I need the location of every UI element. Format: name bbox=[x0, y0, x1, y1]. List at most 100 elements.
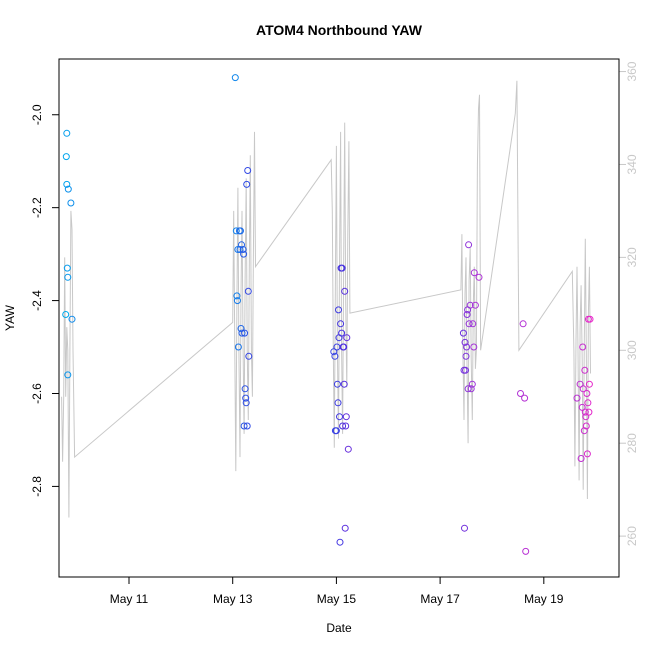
data-point bbox=[241, 329, 249, 337]
data-point bbox=[233, 292, 241, 300]
data-point bbox=[330, 348, 338, 356]
data-point bbox=[63, 129, 71, 137]
data-point bbox=[583, 390, 591, 397]
secondary-trace-layer bbox=[61, 80, 591, 518]
y2-tick-label: 300 bbox=[625, 340, 639, 360]
data-point bbox=[581, 366, 589, 374]
data-point bbox=[245, 352, 253, 360]
data-point bbox=[341, 524, 349, 532]
data-point bbox=[231, 74, 239, 82]
data-point bbox=[465, 320, 473, 328]
data-point bbox=[238, 329, 246, 337]
data-point bbox=[582, 422, 590, 430]
data-point bbox=[577, 455, 585, 462]
data-point bbox=[470, 269, 478, 277]
data-point bbox=[470, 343, 478, 351]
data-point bbox=[465, 241, 473, 249]
data-point bbox=[580, 427, 588, 435]
data-point bbox=[243, 180, 251, 188]
data-point bbox=[340, 343, 348, 351]
data-point bbox=[232, 227, 240, 235]
data-point bbox=[584, 399, 592, 407]
data-point bbox=[463, 343, 471, 351]
data-point bbox=[64, 185, 72, 193]
y2-tick-label: 340 bbox=[625, 154, 639, 174]
secondary-trace-line bbox=[61, 80, 591, 518]
data-point bbox=[333, 380, 341, 388]
data-point bbox=[343, 334, 351, 342]
data-point bbox=[461, 524, 468, 532]
data-point bbox=[237, 227, 244, 235]
data-point bbox=[64, 371, 72, 379]
data-point bbox=[583, 450, 591, 458]
data-point bbox=[63, 180, 71, 188]
y-tick-label: -2.2 bbox=[30, 197, 44, 218]
data-point bbox=[68, 315, 76, 323]
data-point bbox=[471, 301, 479, 309]
data-point bbox=[585, 380, 593, 388]
data-point bbox=[336, 538, 344, 546]
data-point bbox=[239, 246, 247, 253]
data-point bbox=[244, 167, 252, 174]
axes-layer: May 11 May 13 May 15 May 17 May 19 -2.0 -2.2 -2… bbox=[30, 61, 639, 606]
data-point bbox=[336, 413, 343, 421]
data-point bbox=[462, 352, 470, 360]
y2-tick-label: 320 bbox=[625, 247, 639, 267]
data-point bbox=[578, 403, 586, 411]
data-point bbox=[462, 366, 469, 374]
data-point bbox=[234, 246, 242, 253]
data-point bbox=[463, 311, 471, 318]
data-point bbox=[332, 427, 340, 435]
data-point bbox=[338, 329, 346, 337]
data-point bbox=[522, 547, 530, 555]
plot-frame bbox=[58, 58, 620, 578]
data-point bbox=[331, 352, 339, 360]
data-point bbox=[461, 338, 469, 346]
data-point bbox=[464, 385, 472, 393]
data-point bbox=[579, 385, 587, 393]
data-point bbox=[244, 287, 252, 295]
data-point bbox=[344, 445, 352, 453]
data-point bbox=[240, 250, 248, 258]
data-point bbox=[240, 422, 248, 430]
data-point bbox=[573, 394, 581, 402]
data-points-layer bbox=[62, 74, 594, 555]
x-tick-label: May 15 bbox=[317, 592, 357, 606]
data-point bbox=[342, 413, 350, 421]
data-point bbox=[337, 320, 345, 328]
data-point bbox=[238, 241, 245, 249]
data-point bbox=[341, 287, 349, 295]
y2-tick-label: 360 bbox=[625, 61, 639, 81]
chart-title: ATOM4 Northbound YAW bbox=[256, 22, 423, 38]
data-point bbox=[586, 315, 594, 323]
y2-tick-label: 280 bbox=[625, 433, 639, 453]
data-point bbox=[237, 325, 245, 332]
data-point bbox=[519, 320, 527, 328]
data-point bbox=[585, 408, 593, 416]
data-point bbox=[579, 343, 587, 351]
data-point bbox=[62, 153, 70, 161]
data-point bbox=[342, 422, 350, 430]
y-tick-label: -2.6 bbox=[30, 383, 44, 404]
data-point bbox=[234, 343, 242, 351]
data-point bbox=[67, 199, 75, 207]
data-point bbox=[475, 273, 483, 281]
x-tick-label: May 17 bbox=[420, 592, 460, 606]
x-tick-label: May 19 bbox=[524, 592, 564, 606]
data-point bbox=[243, 422, 251, 430]
data-point bbox=[241, 385, 249, 393]
x-tick-label: May 11 bbox=[110, 592, 149, 606]
y-tick-label: -2.8 bbox=[30, 476, 44, 497]
data-point bbox=[340, 380, 348, 388]
x-tick-label: May 13 bbox=[213, 592, 253, 606]
data-point bbox=[459, 329, 467, 337]
data-point bbox=[339, 422, 347, 430]
data-point bbox=[335, 306, 342, 314]
data-point bbox=[467, 385, 475, 393]
data-point bbox=[517, 390, 524, 397]
data-point bbox=[338, 264, 346, 272]
y-tick-label: -2.4 bbox=[30, 290, 44, 311]
data-point bbox=[334, 399, 342, 407]
